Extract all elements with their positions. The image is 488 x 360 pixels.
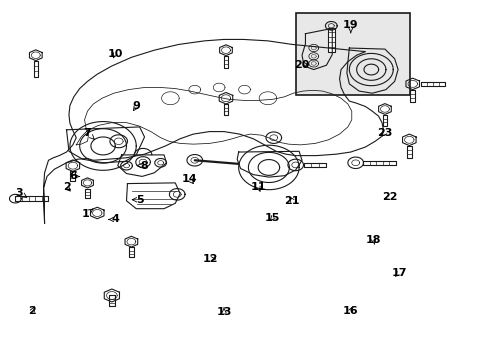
Text: 13: 13 bbox=[216, 307, 231, 317]
Bar bbox=[363, 161, 395, 165]
Text: 15: 15 bbox=[264, 213, 280, 222]
Text: 23: 23 bbox=[376, 128, 392, 138]
Text: 19: 19 bbox=[342, 20, 358, 33]
Bar bbox=[409, 90, 414, 102]
Text: 21: 21 bbox=[284, 196, 300, 206]
Text: 14: 14 bbox=[182, 174, 197, 184]
Bar bbox=[327, 28, 334, 51]
Bar bbox=[109, 296, 114, 306]
Bar bbox=[420, 82, 445, 86]
Text: 10: 10 bbox=[107, 49, 122, 59]
Text: 16: 16 bbox=[342, 306, 358, 316]
Text: 22: 22 bbox=[381, 192, 397, 202]
Bar bbox=[406, 145, 411, 158]
Text: 4: 4 bbox=[108, 215, 119, 224]
Text: 11: 11 bbox=[250, 182, 265, 192]
Text: 1: 1 bbox=[82, 209, 93, 219]
Bar bbox=[70, 171, 75, 181]
Text: 6: 6 bbox=[69, 171, 80, 181]
Bar bbox=[129, 247, 133, 257]
Bar bbox=[382, 115, 386, 126]
Bar bbox=[303, 163, 326, 167]
Text: 2: 2 bbox=[28, 306, 36, 316]
Bar bbox=[295, 13, 409, 95]
Text: 7: 7 bbox=[83, 128, 94, 139]
Bar bbox=[223, 104, 228, 115]
Bar bbox=[34, 61, 38, 77]
Bar bbox=[15, 196, 48, 201]
Text: 20: 20 bbox=[294, 59, 309, 69]
Text: 9: 9 bbox=[132, 102, 140, 112]
Text: 2: 2 bbox=[62, 182, 70, 192]
Text: 5: 5 bbox=[132, 195, 143, 205]
Bar bbox=[223, 56, 228, 68]
Text: 8: 8 bbox=[137, 161, 148, 171]
Bar bbox=[85, 189, 89, 198]
Text: 12: 12 bbox=[202, 254, 218, 264]
Text: 18: 18 bbox=[365, 235, 381, 245]
Text: 3: 3 bbox=[16, 188, 27, 198]
Text: 17: 17 bbox=[391, 267, 407, 278]
